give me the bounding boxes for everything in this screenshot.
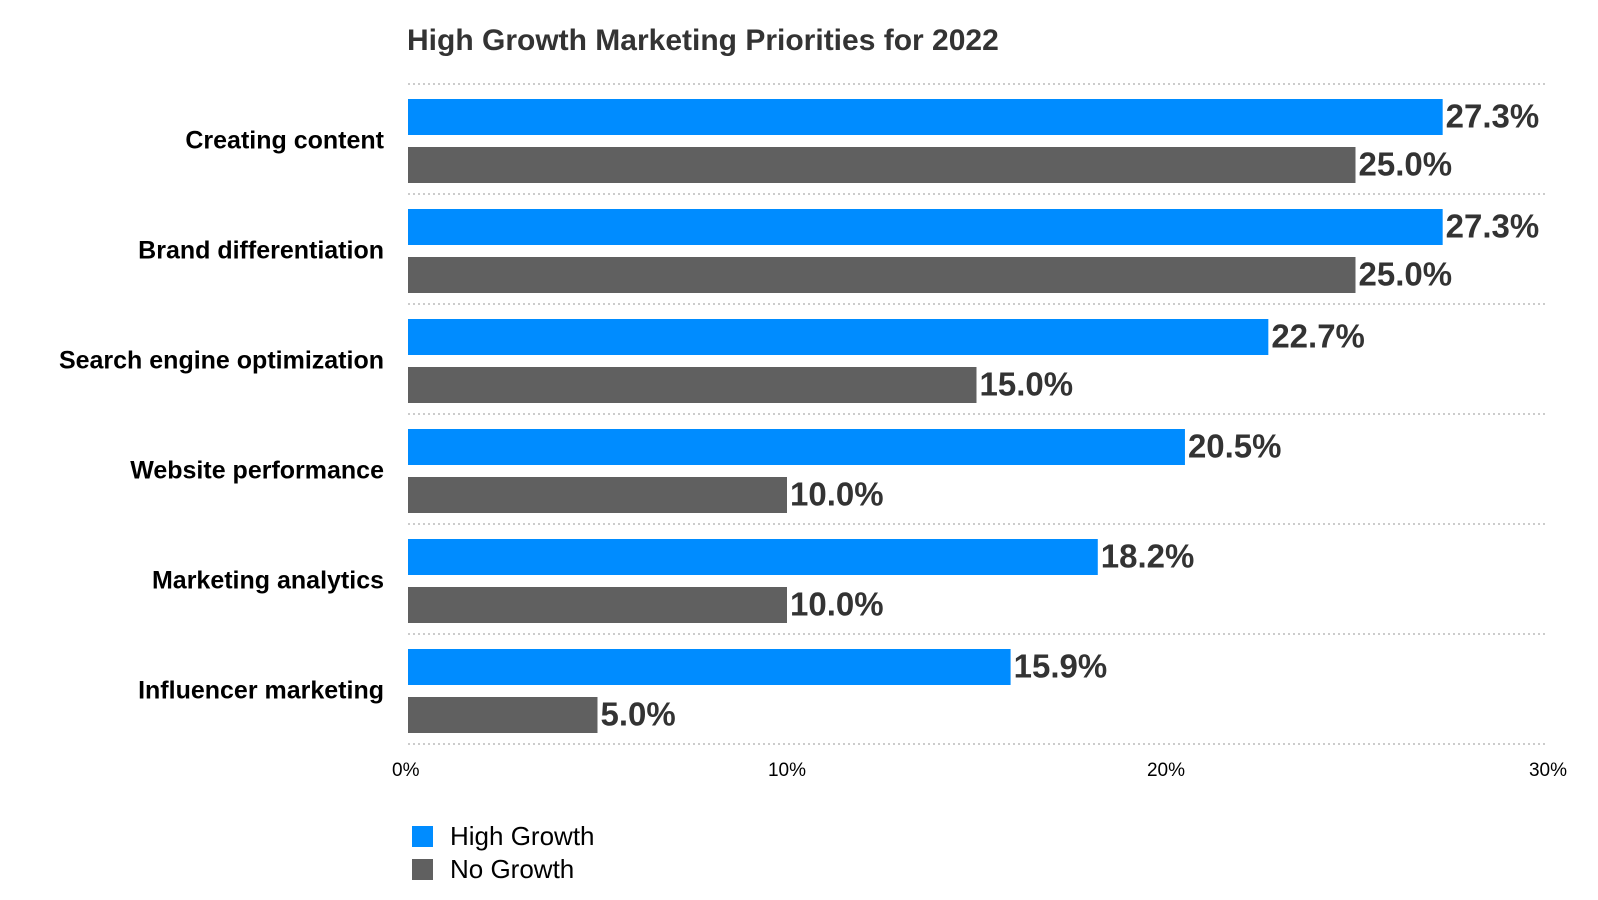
data-label: 27.3% xyxy=(1446,98,1540,135)
legend-swatch-no-growth xyxy=(412,859,433,880)
legend-label: No Growth xyxy=(450,854,574,884)
legend-swatch-high-growth xyxy=(412,826,433,847)
legend-label: High Growth xyxy=(450,821,595,851)
category-labels: Creating content Brand differentiation Sea… xyxy=(59,127,385,705)
bar-high-growth xyxy=(408,539,1098,575)
bar-no-growth xyxy=(408,697,598,733)
category-label: Creating content xyxy=(185,127,384,155)
data-label: 22.7% xyxy=(1271,318,1365,355)
x-tick-label: 20% xyxy=(1147,760,1185,781)
data-label: 27.3% xyxy=(1446,208,1540,245)
x-axis-ticks: 0% 10% 20% 30% xyxy=(392,760,1567,781)
bar-no-growth xyxy=(408,367,977,403)
value-labels: 27.3% 25.0% 27.3% 25.0% 22.7% 15.0% 20.5% 10.0%… xyxy=(601,98,1540,733)
x-tick-label: 10% xyxy=(768,760,806,781)
category-label: Influencer marketing xyxy=(138,677,384,705)
bar-no-growth xyxy=(408,587,787,623)
bar-high-growth xyxy=(408,649,1011,685)
data-label: 18.2% xyxy=(1101,538,1195,575)
bar-no-growth xyxy=(408,257,1356,293)
bar-no-growth xyxy=(408,147,1356,183)
bars xyxy=(408,99,1443,733)
chart-title: High Growth Marketing Priorities for 202… xyxy=(407,24,999,57)
data-label: 25.0% xyxy=(1359,146,1453,183)
data-label: 25.0% xyxy=(1359,256,1453,293)
category-label: Marketing analytics xyxy=(152,567,384,595)
data-label: 10.0% xyxy=(790,586,884,623)
x-tick-label: 30% xyxy=(1529,760,1567,781)
category-label: Search engine optimization xyxy=(59,347,384,375)
bar-high-growth xyxy=(408,99,1443,135)
bar-high-growth xyxy=(408,319,1269,355)
data-label: 15.9% xyxy=(1014,648,1108,685)
data-label: 20.5% xyxy=(1188,428,1282,465)
bar-high-growth xyxy=(408,429,1185,465)
data-label: 5.0% xyxy=(601,696,676,733)
x-tick-label: 0% xyxy=(392,760,420,781)
category-label: Brand differentiation xyxy=(138,237,384,265)
bar-high-growth xyxy=(408,209,1443,245)
data-label: 15.0% xyxy=(980,366,1074,403)
category-label: Website performance xyxy=(130,457,384,485)
data-label: 10.0% xyxy=(790,476,884,513)
bar-no-growth xyxy=(408,477,787,513)
